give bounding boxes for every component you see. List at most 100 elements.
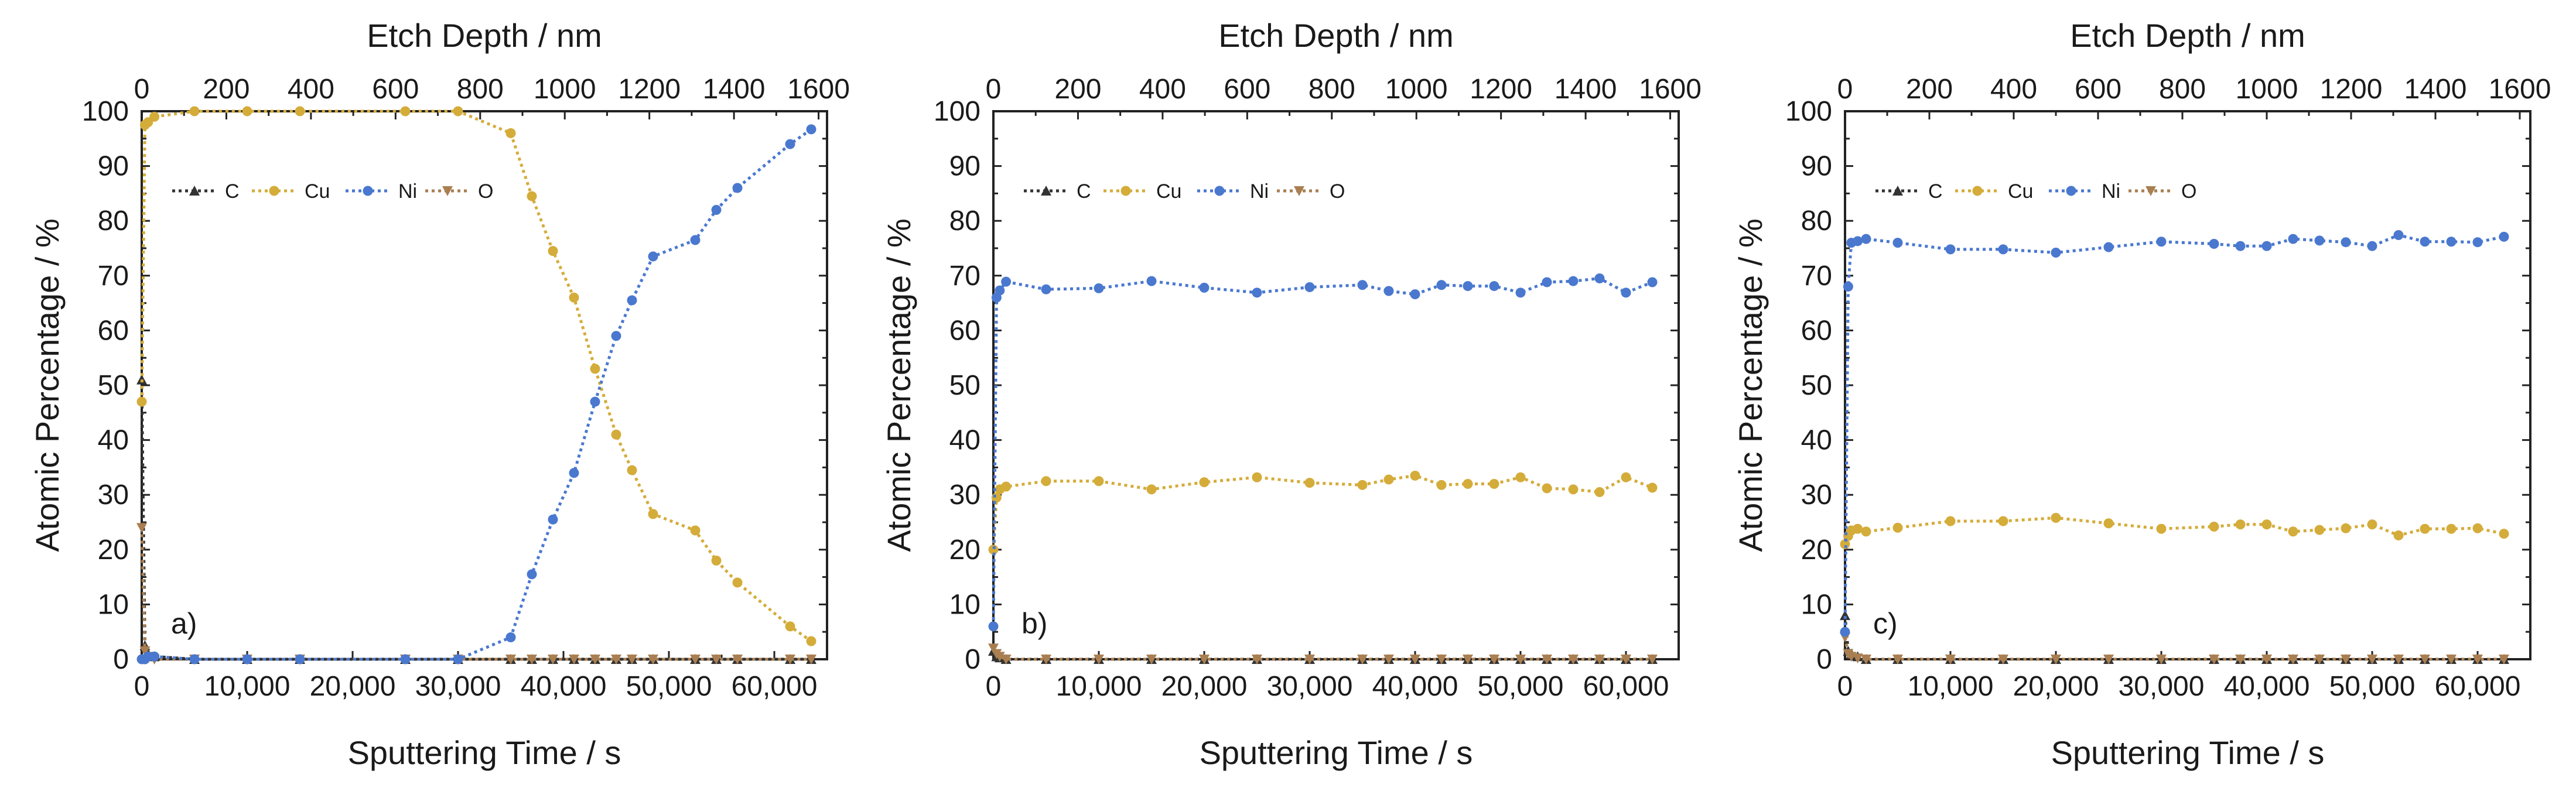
- point-ni: [569, 468, 579, 478]
- point-ni: [690, 235, 701, 245]
- legend-item-cu: Cu: [1103, 180, 1181, 203]
- top-tick-label: 1600: [787, 74, 850, 105]
- legend-c-label: C: [225, 180, 240, 203]
- point-ni: [995, 285, 1005, 296]
- top-tick-label: 200: [1906, 74, 1953, 105]
- y-tick-label: 60: [1801, 315, 1832, 346]
- point-cu: [2341, 523, 2351, 533]
- point-cu: [1647, 482, 1658, 493]
- point-ni: [1621, 287, 1631, 298]
- point-o: [2367, 655, 2377, 665]
- point-cu: [1383, 474, 1394, 485]
- point-o: [548, 655, 558, 665]
- point-ni: [988, 621, 999, 632]
- legend-o-marker: [2145, 186, 2156, 196]
- point-cu: [400, 106, 411, 117]
- legend-cu-label: Cu: [2008, 180, 2033, 203]
- point-o: [1252, 655, 1262, 665]
- point-ni: [2235, 241, 2246, 251]
- top-tick-label: 1000: [1385, 74, 1448, 105]
- point-o: [136, 523, 147, 533]
- point-o: [527, 655, 537, 665]
- point-o: [732, 655, 743, 665]
- point-o: [648, 655, 658, 665]
- point-ni: [1001, 276, 1012, 287]
- top-tick-label: 1000: [2236, 74, 2298, 105]
- y-tick-label: 20: [949, 535, 980, 566]
- point-o: [1861, 655, 1871, 665]
- point-cu: [2499, 529, 2509, 539]
- point-ni: [1853, 236, 1863, 246]
- point-ni: [611, 331, 621, 341]
- point-ni: [1843, 282, 1853, 292]
- point-o: [711, 655, 722, 665]
- point-o: [1621, 655, 1631, 665]
- legend-ni-marker: [1214, 186, 1225, 196]
- legend-item-ni: Ni: [2049, 180, 2120, 203]
- point-cu: [1945, 516, 1956, 526]
- y-tick-label: 10: [949, 589, 980, 620]
- point-ni: [149, 651, 160, 662]
- point-ni: [400, 654, 411, 665]
- point-cu: [2051, 513, 2061, 523]
- point-cu: [2261, 519, 2272, 530]
- point-ni: [1840, 626, 1850, 637]
- point-ni: [711, 204, 722, 215]
- point-o: [988, 643, 999, 654]
- top-tick-label: 800: [1309, 74, 1355, 105]
- series-line-cu: [1843, 516, 2505, 545]
- point-ni: [2314, 235, 2325, 246]
- y-tick-label: 0: [113, 644, 129, 675]
- point-o: [1594, 655, 1605, 665]
- point-ni: [1410, 289, 1420, 300]
- point-ni: [1094, 283, 1104, 293]
- point-o: [611, 655, 621, 665]
- point-cu: [627, 465, 637, 475]
- x-tick-label: 60,000: [732, 671, 818, 702]
- top-tick-label: 1200: [618, 74, 681, 105]
- point-cu: [2209, 521, 2219, 532]
- top-tick-label: 1600: [2489, 74, 2551, 105]
- point-o: [1568, 655, 1579, 665]
- x-tick-label: 50,000: [626, 671, 712, 702]
- top-tick-label: 1400: [2404, 74, 2467, 105]
- legend-c-marker: [189, 186, 200, 196]
- top-tick-label: 1200: [1470, 74, 1532, 105]
- point-ni: [1357, 280, 1368, 290]
- x-tick-label: 10,000: [204, 671, 291, 702]
- x-tick-label: 20,000: [310, 671, 396, 702]
- y-tick-label: 0: [1816, 644, 1832, 675]
- point-cu: [189, 106, 200, 117]
- y-tick-label: 90: [949, 151, 980, 182]
- point-cu: [1861, 526, 1871, 537]
- point-cu: [1094, 476, 1104, 487]
- legend-o-label: O: [1330, 180, 1345, 203]
- point-cu: [1515, 472, 1526, 482]
- panel-b-y-axis-title: Atomic Percentage / %: [880, 218, 917, 552]
- point-cu: [2446, 523, 2457, 534]
- top-tick-label: 600: [372, 74, 419, 105]
- point-ni: [2393, 230, 2404, 241]
- point-o: [1304, 655, 1315, 665]
- y-tick-label: 20: [98, 535, 129, 566]
- panel-b: 0 10,000 20,000 30,000 40,000 50,000 60,000 0 20…: [880, 17, 1702, 771]
- point-o: [1146, 655, 1157, 665]
- point-ni: [2341, 237, 2351, 248]
- point-o: [1998, 655, 2008, 665]
- x-tick-label: 40,000: [2224, 671, 2310, 702]
- y-tick-label: 80: [949, 206, 980, 237]
- point-ni: [1489, 281, 1499, 292]
- point-ni: [1199, 282, 1210, 293]
- point-cu: [1199, 477, 1210, 488]
- y-tick-label: 100: [82, 96, 129, 127]
- y-tick-label: 90: [1801, 151, 1832, 182]
- point-cu: [690, 525, 701, 536]
- panel-a-label: a): [171, 607, 197, 640]
- y-tick-label: 80: [1801, 206, 1832, 237]
- point-o: [1647, 655, 1658, 665]
- y-tick-label: 90: [98, 151, 129, 182]
- top-tick-label: 0: [134, 74, 150, 105]
- point-cu: [1410, 470, 1420, 481]
- point-ni: [2051, 247, 2061, 258]
- point-ni: [2103, 242, 2114, 252]
